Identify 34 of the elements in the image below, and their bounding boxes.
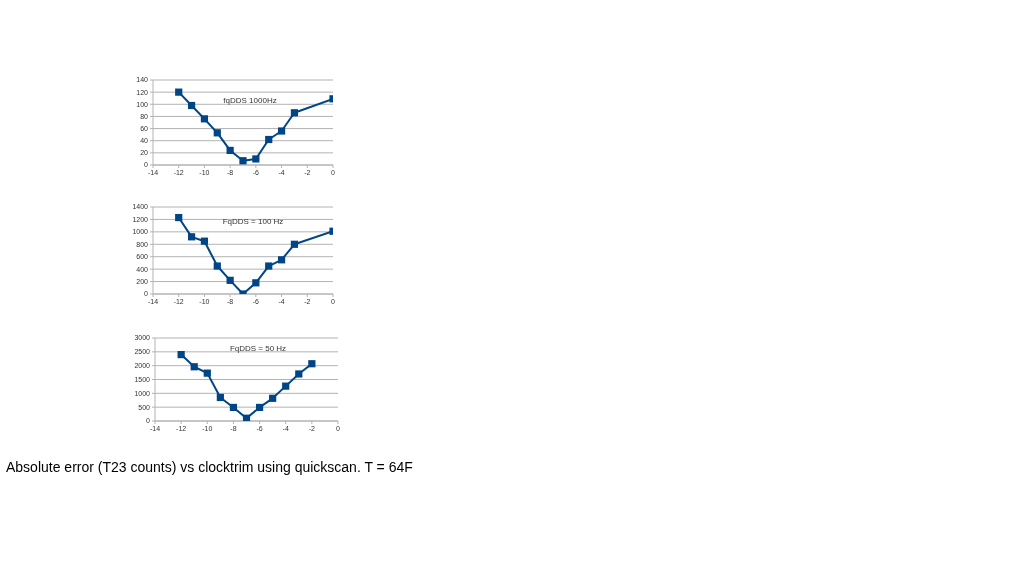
text: Absolute error (T23 counts) vs clocktrim using quickscan. T = 64F: [6, 459, 413, 475]
point: [239, 157, 247, 165]
point: [175, 213, 183, 222]
text: FqDDS = 50 Hz: [229, 344, 287, 353]
point: [252, 155, 260, 163]
point: [290, 240, 299, 248]
point: [190, 363, 198, 371]
point: [213, 262, 221, 270]
point: [269, 394, 277, 402]
text: fqDDS 1000Hz: [223, 96, 277, 105]
point: [255, 403, 264, 412]
point: [177, 351, 185, 359]
point: [308, 360, 316, 368]
point: [200, 115, 209, 123]
point: [277, 127, 286, 135]
point: [295, 370, 303, 378]
point: [265, 135, 273, 144]
point: [252, 279, 260, 287]
point: [216, 393, 224, 402]
point: [277, 256, 286, 264]
point: [226, 146, 234, 155]
point: [187, 101, 196, 110]
point: [290, 109, 299, 117]
point: [265, 262, 273, 270]
point: [175, 88, 183, 96]
text: FqDDS = 100 Hz: [222, 217, 284, 226]
point: [242, 414, 251, 421]
point: [200, 237, 209, 245]
point: [203, 369, 211, 377]
point: [282, 382, 290, 390]
point: [187, 233, 196, 241]
point: [213, 129, 221, 137]
point: [226, 276, 234, 284]
point: [229, 403, 238, 412]
